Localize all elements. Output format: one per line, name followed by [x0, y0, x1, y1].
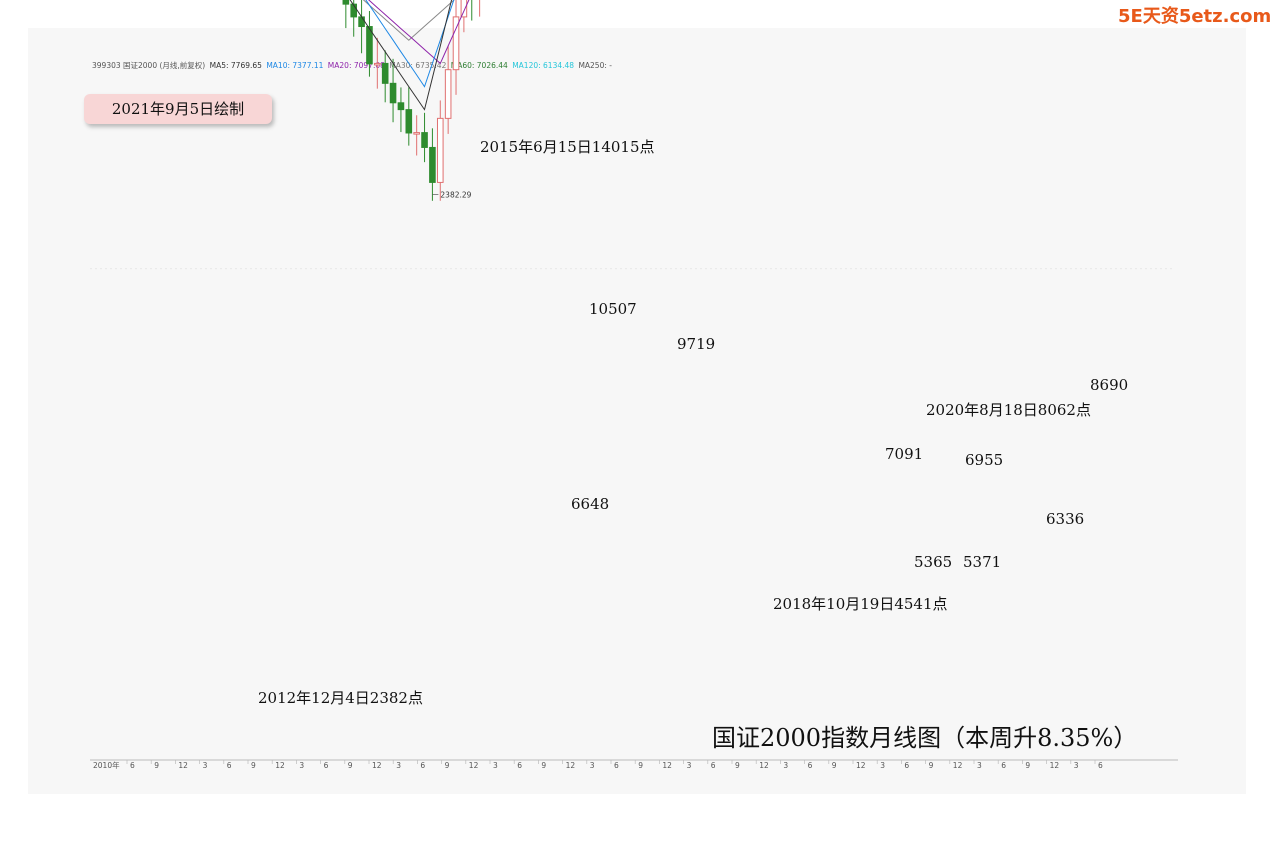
legend-item: MA250: -	[578, 61, 612, 70]
x-tick-label: 12	[856, 761, 866, 770]
x-tick-label: 6	[614, 761, 619, 770]
candle-body	[389, 82, 397, 104]
x-tick-label: 6	[517, 761, 522, 770]
legend-item: MA60: 7026.44	[450, 61, 508, 70]
x-tick-label: 3	[299, 761, 304, 770]
x-tick-label: 3	[1074, 761, 1079, 770]
x-tick-label: 6	[130, 761, 135, 770]
legend-item: MA20: 7097.08	[327, 61, 385, 70]
x-tick-label: 9	[445, 761, 450, 770]
x-tick-label: 9	[832, 761, 837, 770]
value-annotation: 8690	[1090, 376, 1128, 394]
x-tick-label: 2010年	[93, 760, 120, 770]
min-value-label: 2382.29	[440, 190, 471, 199]
candle-body	[444, 69, 452, 119]
value-annotation: 5365	[914, 553, 952, 571]
x-tick-label: 3	[493, 761, 498, 770]
x-tick-label: 9	[251, 761, 256, 770]
candle-body	[421, 132, 428, 148]
value-annotation: 6336	[1046, 510, 1084, 528]
value-annotation: 6955	[965, 451, 1003, 469]
chart-panel	[28, 28, 1246, 794]
value-annotation: 2015年6月15日14015点	[480, 138, 655, 156]
x-tick-label: 12	[1050, 761, 1060, 770]
x-tick-label: 12	[759, 761, 769, 770]
x-tick-label: 12	[469, 761, 479, 770]
x-tick-label: 9	[154, 761, 159, 770]
value-annotation: 9719	[677, 335, 715, 353]
x-tick-label: 3	[590, 761, 595, 770]
candle-body	[452, 16, 460, 71]
value-annotation: 6648	[571, 495, 609, 513]
candle-body	[460, 0, 468, 18]
x-tick-label: 12	[662, 761, 672, 770]
x-tick-label: 6	[1001, 761, 1006, 770]
date-badge: 2021年9月5日绘制	[84, 94, 272, 124]
x-tick-label: 6	[420, 761, 425, 770]
legend-item: MA10: 7377.11	[266, 61, 324, 70]
candle-body	[413, 132, 420, 135]
candle-body	[429, 146, 436, 183]
candle-body	[405, 109, 413, 134]
legend-item: MA120: 6134.48	[512, 61, 575, 70]
x-tick-label: 3	[203, 761, 208, 770]
candle-body	[358, 16, 365, 28]
legend-item: MA30: 6735.42	[389, 61, 447, 70]
chart-title: 国证2000指数月线图（本周升8.35%）	[712, 724, 1138, 752]
candle-body	[350, 3, 358, 18]
candle-body	[366, 26, 373, 65]
x-tick-label: 12	[178, 761, 188, 770]
x-tick-label: 3	[687, 761, 692, 770]
candle-body	[436, 117, 444, 183]
candle-body	[374, 62, 381, 66]
x-tick-label: 6	[904, 761, 909, 770]
value-annotation: 2020年8月18日8062点	[926, 401, 1091, 419]
x-tick-label: 9	[348, 761, 353, 770]
x-tick-label: 12	[566, 761, 576, 770]
x-tick-label: 12	[953, 761, 963, 770]
x-tick-label: 9	[638, 761, 643, 770]
x-tick-label: 3	[783, 761, 788, 770]
x-tick-label: 3	[396, 761, 401, 770]
value-annotation: 2012年12月4日2382点	[258, 689, 423, 707]
x-tick-label: 3	[880, 761, 885, 770]
site-watermark: 5E天资5etz.com	[1118, 6, 1272, 27]
x-tick-label: 12	[275, 761, 285, 770]
x-tick-label: 6	[227, 761, 232, 770]
x-tick-label: 9	[735, 761, 740, 770]
candle-body	[397, 102, 405, 111]
value-annotation: 5371	[963, 553, 1001, 571]
value-annotation: 10507	[589, 300, 637, 318]
ma-line-ma30	[362, 0, 455, 41]
x-tick-label: 9	[1025, 761, 1030, 770]
value-annotation: 7091	[885, 445, 923, 463]
ma-legend: 399303 国证2000 (月线,前复权) MA5: 7769.65 MA10…	[92, 60, 614, 71]
ma-line-ma10	[365, 0, 455, 88]
x-tick-label: 9	[541, 761, 546, 770]
x-tick-label: 3	[977, 761, 982, 770]
x-tick-label: 12	[372, 761, 382, 770]
legend-item: 399303 国证2000 (月线,前复权)	[92, 61, 206, 70]
value-annotation: 2018年10月19日4541点	[773, 595, 948, 613]
candle-body	[342, 0, 350, 5]
x-tick-label: 6	[808, 761, 813, 770]
x-tick-label: 9	[929, 761, 934, 770]
x-tick-label: 6	[1098, 761, 1103, 770]
x-tick-label: 6	[324, 761, 329, 770]
x-tick-label: 6	[711, 761, 716, 770]
legend-item: MA5: 7769.65	[209, 61, 262, 70]
candle-body	[381, 62, 389, 84]
ma-line-ma5	[349, 0, 453, 111]
